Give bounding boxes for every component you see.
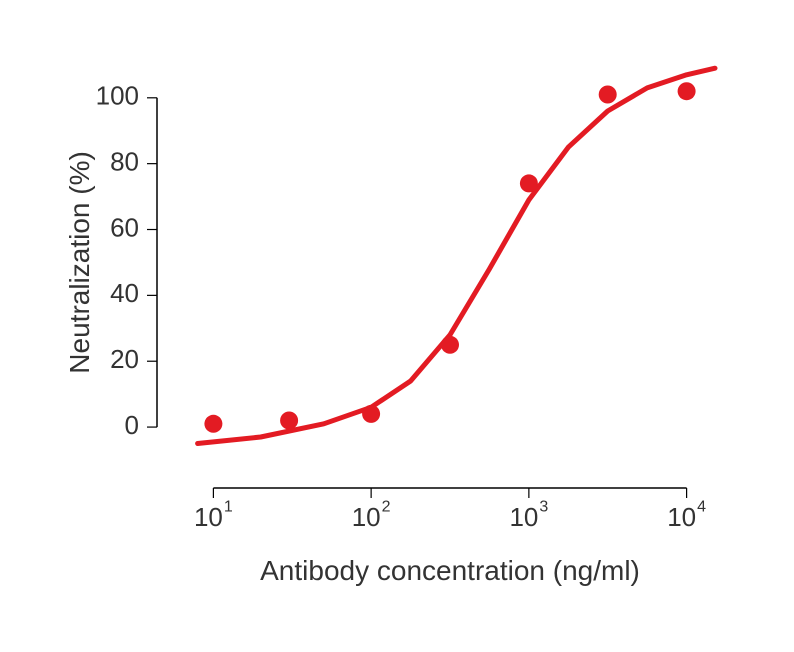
y-tick-label: 60 <box>110 212 139 242</box>
data-point <box>599 86 617 104</box>
y-tick-label: 40 <box>110 278 139 308</box>
data-point <box>678 82 696 100</box>
y-tick-label: 20 <box>110 344 139 374</box>
y-tick-label: 100 <box>96 81 139 111</box>
y-tick-label: 0 <box>125 410 139 440</box>
x-axis-title: Antibody concentration (ng/ml) <box>260 555 640 586</box>
y-axis-title: Neutralization (%) <box>64 151 95 374</box>
data-point <box>362 405 380 423</box>
data-point <box>280 412 298 430</box>
data-point <box>520 174 538 192</box>
y-tick-label: 80 <box>110 147 139 177</box>
data-point <box>204 415 222 433</box>
data-point <box>441 336 459 354</box>
chart-svg: 020406080100101102103104Neutralization (… <box>0 0 794 652</box>
neutralization-chart: 020406080100101102103104Neutralization (… <box>0 0 794 652</box>
